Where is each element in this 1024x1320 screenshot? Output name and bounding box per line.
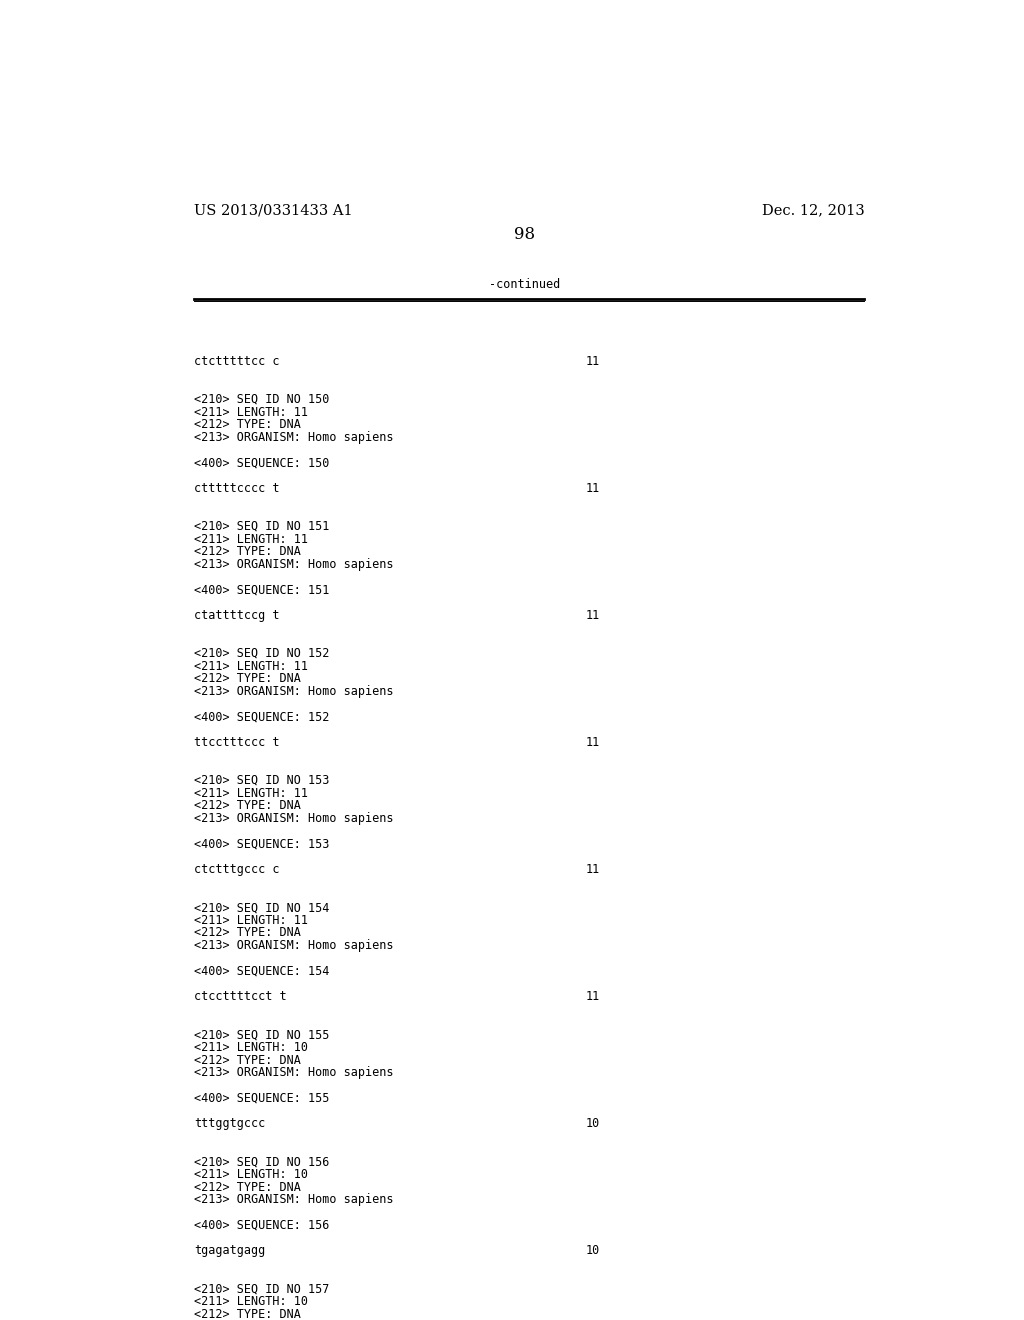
- Text: <213> ORGANISM: Homo sapiens: <213> ORGANISM: Homo sapiens: [194, 812, 393, 825]
- Text: ctccttttcct t: ctccttttcct t: [194, 990, 287, 1003]
- Text: ctctttgccc c: ctctttgccc c: [194, 863, 280, 876]
- Text: <212> TYPE: DNA: <212> TYPE: DNA: [194, 672, 301, 685]
- Text: 11: 11: [586, 737, 599, 748]
- Text: <211> LENGTH: 11: <211> LENGTH: 11: [194, 913, 308, 927]
- Text: ctattttccg t: ctattttccg t: [194, 609, 280, 622]
- Text: <400> SEQUENCE: 155: <400> SEQUENCE: 155: [194, 1092, 330, 1105]
- Text: <213> ORGANISM: Homo sapiens: <213> ORGANISM: Homo sapiens: [194, 685, 393, 698]
- Text: <400> SEQUENCE: 152: <400> SEQUENCE: 152: [194, 710, 330, 723]
- Text: <210> SEQ ID NO 155: <210> SEQ ID NO 155: [194, 1028, 330, 1041]
- Text: 98: 98: [514, 226, 536, 243]
- Text: 11: 11: [586, 990, 599, 1003]
- Text: <211> LENGTH: 10: <211> LENGTH: 10: [194, 1168, 308, 1181]
- Text: <400> SEQUENCE: 156: <400> SEQUENCE: 156: [194, 1218, 330, 1232]
- Text: ctctttttcc c: ctctttttcc c: [194, 355, 280, 368]
- Text: <211> LENGTH: 11: <211> LENGTH: 11: [194, 787, 308, 800]
- Text: US 2013/0331433 A1: US 2013/0331433 A1: [194, 203, 352, 216]
- Text: <212> TYPE: DNA: <212> TYPE: DNA: [194, 1180, 301, 1193]
- Text: <212> TYPE: DNA: <212> TYPE: DNA: [194, 545, 301, 558]
- Text: 11: 11: [586, 355, 599, 368]
- Text: ttcctttccc t: ttcctttccc t: [194, 737, 280, 748]
- Text: <210> SEQ ID NO 154: <210> SEQ ID NO 154: [194, 902, 330, 913]
- Text: <211> LENGTH: 10: <211> LENGTH: 10: [194, 1040, 308, 1053]
- Text: <210> SEQ ID NO 153: <210> SEQ ID NO 153: [194, 774, 330, 787]
- Text: <210> SEQ ID NO 151: <210> SEQ ID NO 151: [194, 520, 330, 533]
- Text: <213> ORGANISM: Homo sapiens: <213> ORGANISM: Homo sapiens: [194, 558, 393, 572]
- Text: <212> TYPE: DNA: <212> TYPE: DNA: [194, 418, 301, 432]
- Text: <213> ORGANISM: Homo sapiens: <213> ORGANISM: Homo sapiens: [194, 939, 393, 952]
- Text: <211> LENGTH: 11: <211> LENGTH: 11: [194, 660, 308, 673]
- Text: <210> SEQ ID NO 156: <210> SEQ ID NO 156: [194, 1155, 330, 1168]
- Text: -continued: -continued: [489, 277, 560, 290]
- Text: tttggtgccc: tttggtgccc: [194, 1117, 265, 1130]
- Text: <213> ORGANISM: Homo sapiens: <213> ORGANISM: Homo sapiens: [194, 1193, 393, 1206]
- Text: <400> SEQUENCE: 154: <400> SEQUENCE: 154: [194, 965, 330, 978]
- Text: <400> SEQUENCE: 153: <400> SEQUENCE: 153: [194, 837, 330, 850]
- Text: 11: 11: [586, 863, 599, 876]
- Text: <210> SEQ ID NO 152: <210> SEQ ID NO 152: [194, 647, 330, 660]
- Text: Dec. 12, 2013: Dec. 12, 2013: [762, 203, 864, 216]
- Text: <211> LENGTH: 11: <211> LENGTH: 11: [194, 533, 308, 545]
- Text: <212> TYPE: DNA: <212> TYPE: DNA: [194, 1308, 301, 1320]
- Text: <212> TYPE: DNA: <212> TYPE: DNA: [194, 927, 301, 940]
- Text: <210> SEQ ID NO 157: <210> SEQ ID NO 157: [194, 1282, 330, 1295]
- Text: <213> ORGANISM: Homo sapiens: <213> ORGANISM: Homo sapiens: [194, 430, 393, 444]
- Text: ctttttcccc t: ctttttcccc t: [194, 482, 280, 495]
- Text: <212> TYPE: DNA: <212> TYPE: DNA: [194, 800, 301, 812]
- Text: <400> SEQUENCE: 151: <400> SEQUENCE: 151: [194, 583, 330, 597]
- Text: <400> SEQUENCE: 150: <400> SEQUENCE: 150: [194, 457, 330, 470]
- Text: 11: 11: [586, 609, 599, 622]
- Text: <212> TYPE: DNA: <212> TYPE: DNA: [194, 1053, 301, 1067]
- Text: <211> LENGTH: 10: <211> LENGTH: 10: [194, 1295, 308, 1308]
- Text: <213> ORGANISM: Homo sapiens: <213> ORGANISM: Homo sapiens: [194, 1067, 393, 1080]
- Text: 11: 11: [586, 482, 599, 495]
- Text: <211> LENGTH: 11: <211> LENGTH: 11: [194, 405, 308, 418]
- Text: 10: 10: [586, 1117, 599, 1130]
- Text: <210> SEQ ID NO 150: <210> SEQ ID NO 150: [194, 393, 330, 405]
- Text: tgagatgagg: tgagatgagg: [194, 1243, 265, 1257]
- Text: 10: 10: [586, 1243, 599, 1257]
